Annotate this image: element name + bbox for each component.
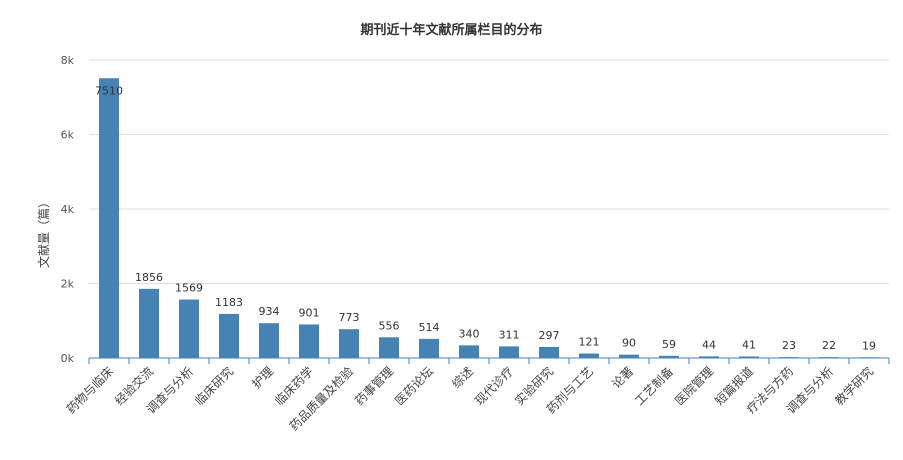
y-axis-title: 文献量（篇） — [36, 196, 51, 268]
category-label: 药物与临床 — [64, 364, 116, 416]
data-label: 121 — [579, 335, 600, 348]
data-label: 22 — [822, 339, 836, 352]
bar — [739, 356, 759, 358]
bar — [99, 78, 119, 358]
bar — [619, 354, 639, 358]
category-label: 教学研究 — [832, 364, 877, 409]
data-label: 340 — [459, 327, 480, 340]
data-label: 934 — [259, 305, 280, 318]
y-tick-label: 0k — [61, 352, 75, 365]
category-label: 医院管理 — [672, 364, 717, 409]
bar — [499, 346, 519, 358]
category-label: 护理 — [249, 364, 276, 391]
y-tick-label: 4k — [61, 203, 75, 216]
y-tick-label: 2k — [61, 278, 75, 291]
bar — [419, 338, 439, 358]
category-label: 现代诊疗 — [472, 364, 516, 408]
data-label: 514 — [419, 321, 440, 334]
category-label: 临床研究 — [192, 364, 237, 409]
data-label: 1183 — [215, 296, 243, 309]
bar — [539, 346, 559, 358]
data-label: 1856 — [135, 271, 163, 284]
category-label: 综述 — [449, 364, 476, 391]
bar — [339, 329, 359, 358]
y-axis-ticks: 0k 2k 4k 6k 8k — [61, 54, 75, 365]
bar — [579, 353, 599, 358]
data-label: 1569 — [175, 282, 203, 295]
data-label: 90 — [622, 337, 636, 350]
data-labels: 7510 1856 1569 1183 934 901 773 556 514 340 311 297… — [95, 84, 876, 352]
data-label: 297 — [539, 329, 560, 342]
category-label: 医药论坛 — [392, 364, 436, 408]
data-label: 59 — [662, 338, 676, 351]
data-label: 23 — [782, 339, 796, 352]
category-label: 工艺制备 — [632, 364, 676, 408]
bar — [179, 299, 199, 358]
data-label: 19 — [862, 339, 876, 352]
bar — [659, 355, 679, 358]
chart-title: 期刊近十年文献所属栏目的分布 — [360, 23, 543, 38]
x-axis-ticks — [88, 358, 890, 364]
data-label: 556 — [379, 319, 400, 332]
category-label: 论著 — [609, 364, 636, 391]
bar — [139, 288, 159, 358]
category-labels: 药物与临床经验交流调查与分析临床研究 护理临床药学药品质量及检验药事管理医药论坛综… — [64, 364, 876, 434]
data-label: 7510 — [95, 84, 123, 97]
data-label: 41 — [742, 338, 756, 351]
data-label: 901 — [299, 306, 320, 319]
bar — [299, 324, 319, 358]
y-tick-label: 6k — [61, 129, 75, 142]
data-label: 44 — [702, 338, 716, 351]
y-tick-label: 8k — [61, 54, 75, 67]
category-label: 药事管理 — [352, 364, 397, 409]
bar — [379, 337, 399, 358]
bars — [99, 78, 879, 358]
bar — [459, 345, 479, 358]
data-label: 773 — [339, 311, 360, 324]
data-label: 311 — [499, 328, 520, 341]
bar — [259, 323, 279, 358]
gridlines — [89, 59, 889, 284]
bar — [699, 356, 719, 358]
bar — [219, 313, 239, 358]
